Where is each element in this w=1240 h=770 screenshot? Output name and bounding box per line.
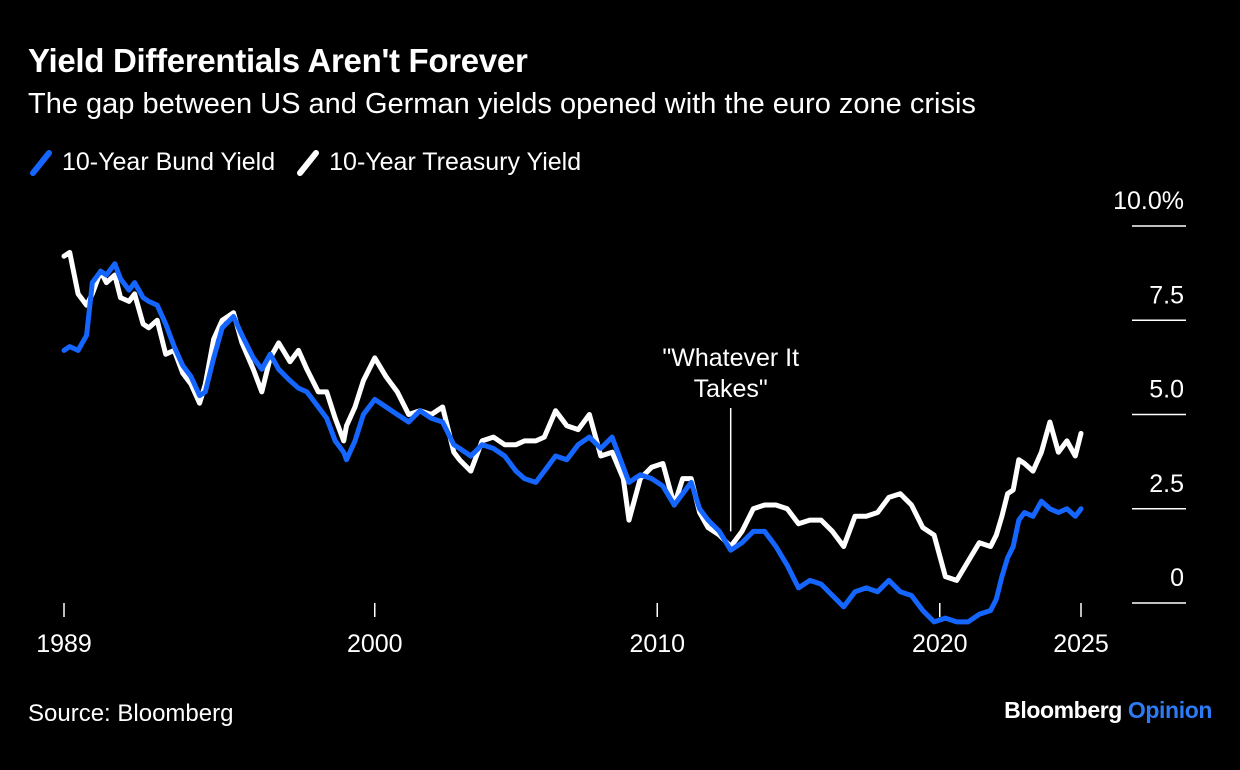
y-tick-label-0: 10.0% [1113, 187, 1184, 215]
y-tick-label-1: 7.5 [1149, 281, 1184, 309]
x-tick-label-2: 2010 [629, 630, 685, 658]
brand-logo: Bloomberg Opinion [1004, 697, 1212, 724]
legend-item-treasury: 10-Year Treasury Yield [297, 148, 581, 177]
annotation-text-0-1: Takes" [694, 375, 768, 403]
source-note: Source: Bloomberg [28, 700, 234, 727]
legend-label-bund: 10-Year Bund Yield [62, 148, 276, 176]
legend-swatch-bund [30, 149, 52, 176]
y-tick-label-4: 0 [1170, 564, 1184, 592]
series-line-bund [61, 261, 1084, 625]
y-tick-label-2: 5.0 [1149, 376, 1184, 404]
y-tick-label-3: 2.5 [1149, 470, 1184, 498]
series-line-treasury [61, 249, 1084, 583]
brand-name: Bloomberg [1004, 697, 1122, 723]
x-tick-label-3: 2020 [912, 630, 968, 658]
chart-subtitle: The gap between US and German yields ope… [28, 88, 976, 120]
x-tick-label-1: 2000 [347, 630, 403, 658]
x-tick-label-4: 2025 [1053, 630, 1109, 658]
x-tick-label-0: 1989 [36, 630, 92, 658]
legend-swatch-treasury [297, 149, 320, 176]
brand-suffix: Opinion [1127, 697, 1212, 723]
legend-label-treasury: 10-Year Treasury Yield [329, 148, 582, 176]
chart-title: Yield Differentials Aren't Forever [28, 42, 528, 79]
legend-item-bund: 10-Year Bund Yield [30, 148, 275, 177]
annotation-text-0-0: "Whatever It [662, 344, 799, 372]
chart-legend: 10-Year Bund Yield 10-Year Treasury Yiel… [30, 148, 581, 177]
